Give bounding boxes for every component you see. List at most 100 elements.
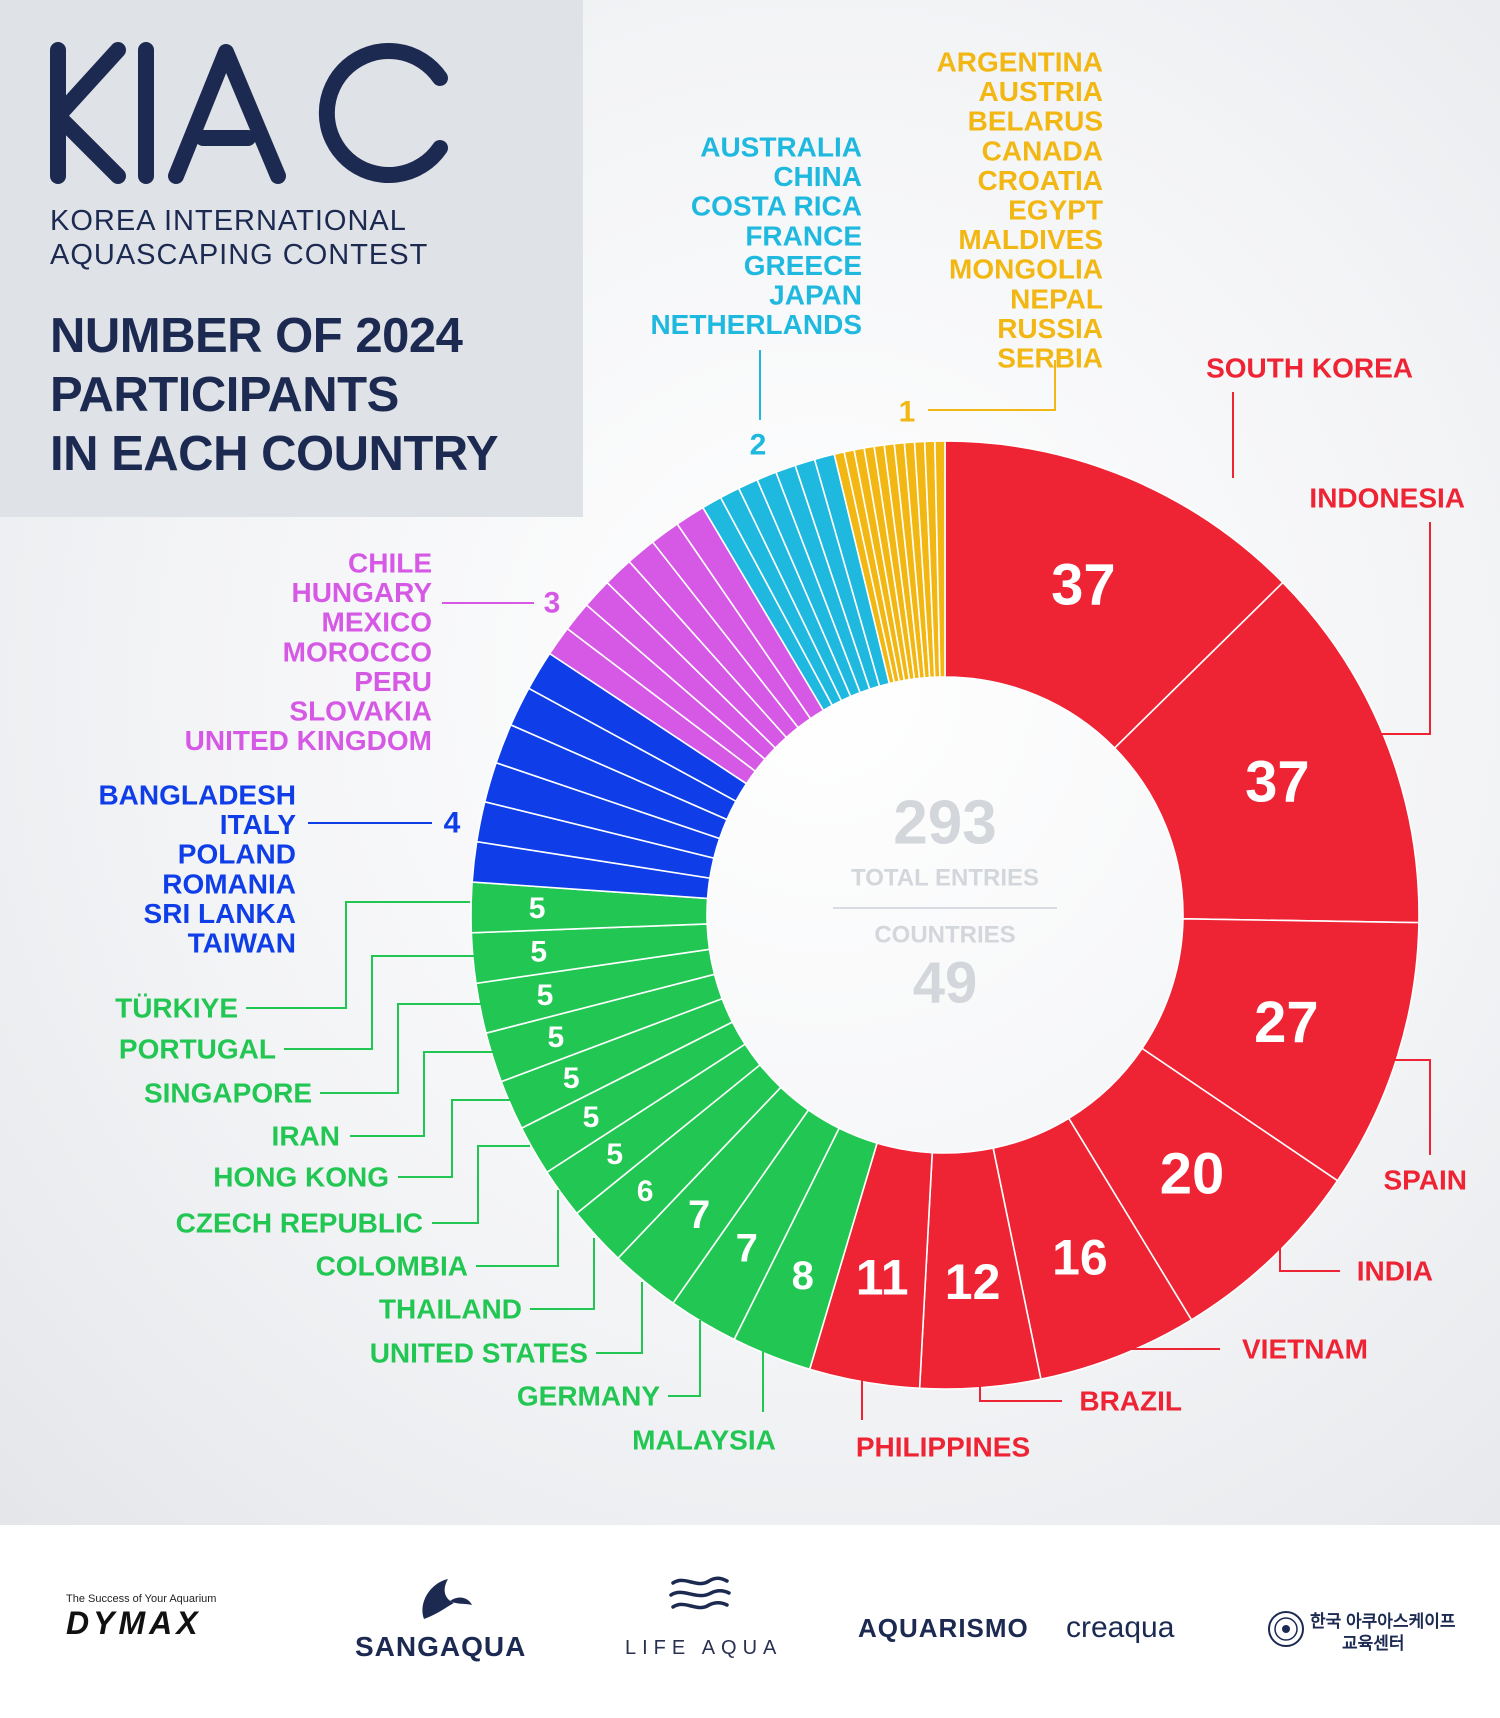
country-label-czech-republic: CZECH REPUBLIC <box>176 1208 423 1239</box>
dymax-logo: DYMAX <box>66 1605 202 1641</box>
country-label-spain: SPAIN <box>1384 1165 1468 1196</box>
title-line: NUMBER OF 2024 <box>50 309 463 363</box>
country-label-croatia: CROATIA <box>978 165 1103 196</box>
korea-center-line1: 한국 아쿠아스케이프 <box>1310 1612 1456 1631</box>
slice-value-label: 5 <box>583 1101 600 1134</box>
slice-value-label: 5 <box>530 936 547 969</box>
country-label-hong-kong: HONG KONG <box>213 1162 389 1193</box>
slice-value-label: 11 <box>856 1250 909 1306</box>
country-label-iran: IRAN <box>272 1121 340 1152</box>
country-label-thailand: THAILAND <box>379 1294 522 1325</box>
country-label-peru: PERU <box>354 666 432 697</box>
slice-value-label: 7 <box>688 1193 710 1237</box>
center-countries-value: 49 <box>913 951 978 1016</box>
leader-line-thailand <box>530 1238 595 1310</box>
country-label-morocco: MOROCCO <box>283 636 432 667</box>
slice-value-label: 5 <box>563 1062 580 1095</box>
country-label-mexico: MEXICO <box>322 607 432 638</box>
slice-value-label: 12 <box>945 1254 1001 1310</box>
leader-line-brazil <box>979 1380 1062 1402</box>
slice-value-label: 5 <box>606 1138 623 1171</box>
sponsor-creaqua: creaqua <box>1066 1573 1206 1683</box>
center-total-label: TOTAL ENTRIES <box>851 865 1039 892</box>
leader-line-colombia <box>476 1190 559 1267</box>
creaqua-logo: creaqua <box>1066 1611 1175 1644</box>
page-title: NUMBER OF 2024 PARTICIPANTS IN EACH COUN… <box>50 307 499 484</box>
country-label-japan: JAPAN <box>769 280 862 311</box>
country-label-chile: CHILE <box>348 548 432 579</box>
slice-value-label: 20 <box>1160 1142 1225 1207</box>
country-label-philippines: PHILIPPINES <box>856 1432 1030 1463</box>
korea-center-line2: 교육센터 <box>1342 1634 1405 1653</box>
country-label-indonesia: INDONESIA <box>1309 483 1465 514</box>
country-label-nepal: NEPAL <box>1010 283 1103 314</box>
sponsor-aquarismo: AQUARISMO <box>858 1573 1028 1683</box>
country-label-romania: ROMANIA <box>162 868 296 899</box>
country-label-argentina: ARGENTINA <box>937 47 1103 78</box>
leader-line-iran <box>350 1051 494 1137</box>
country-label-hungary: HUNGARY <box>291 577 432 608</box>
country-label-australia: AUSTRALIA <box>700 132 862 163</box>
slice-value-label: 8 <box>792 1254 814 1298</box>
group-leader-line-yellow <box>928 360 1056 411</box>
aquarismo-logo: AQUARISMO <box>858 1613 1029 1643</box>
center-total-value: 293 <box>893 789 996 858</box>
country-label-germany: GERMANY <box>517 1381 660 1412</box>
sponsor-dymax: The Success of Your Aquarium DYMAX <box>66 1573 286 1683</box>
country-label-belarus: BELARUS <box>968 106 1103 137</box>
country-label-netherlands: NETHERLANDS <box>650 309 862 340</box>
country-label-china: CHINA <box>773 161 862 192</box>
country-label-sri-lanka: SRI LANKA <box>144 898 296 929</box>
title-line: IN EACH COUNTRY <box>50 427 499 481</box>
wave-icon <box>669 1576 731 1610</box>
slice-serbia <box>934 440 946 678</box>
country-label-mongolia: MONGOLIA <box>949 254 1103 285</box>
country-label-bangladesh: BANGLADESH <box>98 780 296 811</box>
country-label-singapore: SINGAPORE <box>144 1078 312 1109</box>
fish-icon <box>422 1579 472 1619</box>
country-label-poland: POLAND <box>178 839 296 870</box>
slice-value-label: 27 <box>1254 990 1319 1055</box>
leader-line-t-rkiye <box>246 901 470 1009</box>
slice-value-label: 5 <box>537 979 554 1012</box>
slice-south-korea <box>944 440 1284 750</box>
slice-value-label: 16 <box>1052 1229 1108 1285</box>
kiac-logo <box>50 42 448 184</box>
country-label-serbia: SERBIA <box>997 343 1103 374</box>
subtitle: KOREA INTERNATIONAL AQUASCAPING CONTEST <box>50 204 428 272</box>
country-group-yellow: ARGENTINAAUSTRIABELARUSCANADACROATIAEGYP… <box>899 47 1103 429</box>
leader-line-united-states <box>596 1282 643 1354</box>
leader-line-india <box>1279 1232 1340 1272</box>
lifeaqua-logo: LIFE AQUA <box>625 1637 783 1659</box>
country-label-colombia: COLOMBIA <box>316 1251 468 1282</box>
country-label-india: INDIA <box>1357 1256 1433 1287</box>
leader-line-germany <box>668 1320 701 1397</box>
country-label-vietnam: VIETNAM <box>1242 1334 1368 1365</box>
country-label-maldives: MALDIVES <box>958 224 1103 255</box>
country-label-canada: CANADA <box>982 135 1103 166</box>
sponsor-footer: The Success of Your Aquarium DYMAX SANGA… <box>0 1525 1500 1718</box>
country-label-france: FRANCE <box>745 220 862 251</box>
seal-icon <box>1268 1611 1304 1647</box>
title-line: PARTICIPANTS <box>50 368 399 422</box>
subtitle-line: KOREA INTERNATIONAL <box>50 205 407 237</box>
country-label-brazil: BRAZIL <box>1079 1386 1182 1417</box>
sponsor-korea-center: 한국 아쿠아스케이프 교육센터 <box>1266 1573 1455 1683</box>
country-label-russia: RUSSIA <box>997 313 1103 344</box>
leader-line-indonesia <box>1340 522 1431 735</box>
leader-line-vietnam <box>1117 1340 1220 1350</box>
country-label-austria: AUSTRIA <box>979 76 1103 107</box>
slice-value-label: 7 <box>736 1227 758 1271</box>
dymax-tagline: The Success of Your Aquarium <box>66 1593 217 1605</box>
group-value-label: 3 <box>544 587 561 620</box>
country-group-magenta: CHILEHUNGARYMEXICOMOROCCOPERUSLOVAKIAUNI… <box>185 548 561 757</box>
leader-line-singapore <box>320 1003 482 1094</box>
group-value-label: 4 <box>444 807 461 840</box>
country-label-slovakia: SLOVAKIA <box>289 696 432 727</box>
country-label-t-rkiye: TÜRKIYE <box>115 993 238 1024</box>
slice-spain <box>1140 918 1420 1182</box>
subtitle-line: AQUASCAPING CONTEST <box>50 239 429 271</box>
